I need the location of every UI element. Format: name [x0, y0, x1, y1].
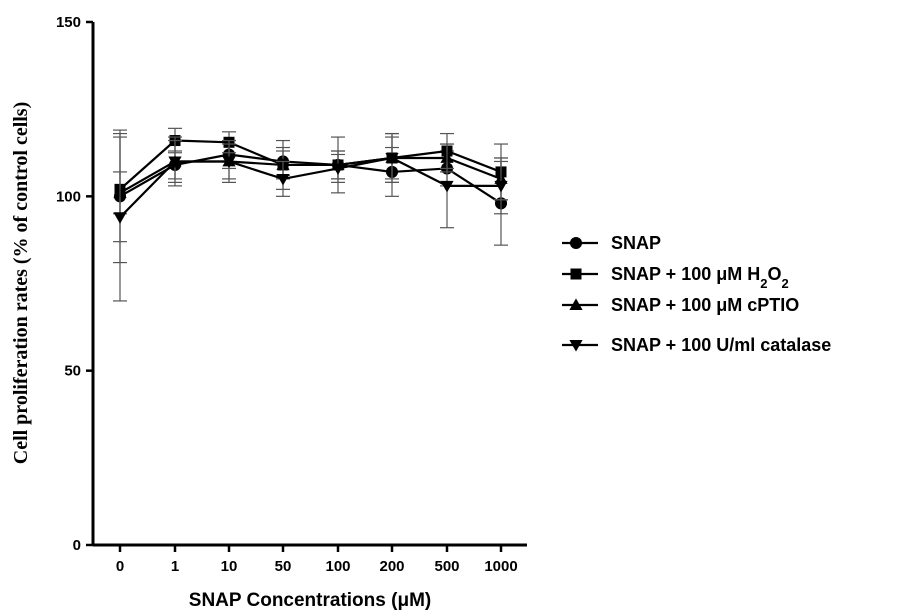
series-layer — [113, 127, 508, 302]
legend-label: SNAP — [611, 233, 661, 253]
data-point — [113, 212, 127, 224]
legend-marker — [569, 298, 583, 310]
x-tick-label-10: 10 — [221, 558, 238, 575]
data-point — [168, 156, 182, 169]
legend-marker — [569, 340, 583, 352]
x-tick-label-500: 500 — [434, 558, 459, 575]
series-line — [119, 153, 502, 205]
x-ticks: 0 1 10 50 100 200 500 1000 — [116, 545, 518, 575]
x-axis-title: SNAP Concentrations (μM) — [189, 590, 431, 611]
x-tick-label-1: 1 — [171, 558, 179, 575]
x-tick-label-50: 50 — [275, 558, 292, 575]
legend-label-part: 2 — [782, 276, 789, 291]
x-tick-label-200: 200 — [379, 558, 404, 575]
data-point — [222, 156, 236, 169]
legend-label-part: SNAP + 100 U/ml catalase — [611, 335, 831, 355]
y-tick-label-0: 0 — [73, 537, 81, 554]
legend-label: SNAP + 100 μM cPTIO — [611, 295, 799, 315]
legend-marker — [570, 268, 582, 280]
legend-label-part: SNAP + 100 μM cPTIO — [611, 295, 799, 315]
legend-item-1: SNAP — [562, 233, 661, 253]
series-4 — [113, 132, 508, 302]
legend-label: SNAP + 100 U/ml catalase — [611, 335, 831, 355]
data-point — [440, 180, 454, 193]
x-tick-label-0: 0 — [116, 558, 124, 575]
legend-item-3: SNAP + 100 μM cPTIO — [562, 295, 799, 315]
data-point — [385, 153, 399, 165]
data-point — [494, 180, 508, 193]
series-line — [119, 156, 501, 219]
y-axis: 0 50 100 150 — [56, 14, 95, 554]
x-tick-label-1000: 1000 — [484, 558, 517, 575]
legend-marker — [569, 236, 583, 250]
y-ticks: 0 50 100 150 — [56, 14, 93, 554]
legend-label-part: SNAP — [611, 233, 661, 253]
legend-item-4: SNAP + 100 U/ml catalase — [562, 335, 831, 355]
x-tick-label-100: 100 — [325, 558, 350, 575]
legend-label: SNAP + 100 μM H2O2 — [611, 264, 789, 291]
legend-label-part: 2 — [760, 276, 767, 291]
y-axis-title: Cell proliferation rates (% of control c… — [10, 102, 32, 465]
legend-label-part: O — [767, 264, 781, 284]
y-tick-label-100: 100 — [56, 188, 81, 205]
y-tick-label-50: 50 — [64, 363, 81, 380]
y-tick-label-150: 150 — [56, 14, 81, 31]
legend-label-part: SNAP + 100 μM H — [611, 264, 760, 284]
x-axis: 0 1 10 50 100 200 500 1000 — [93, 543, 527, 575]
data-point — [276, 173, 290, 186]
data-point — [331, 163, 345, 176]
legend-item-2: SNAP + 100 μM H2O2 — [562, 264, 789, 291]
